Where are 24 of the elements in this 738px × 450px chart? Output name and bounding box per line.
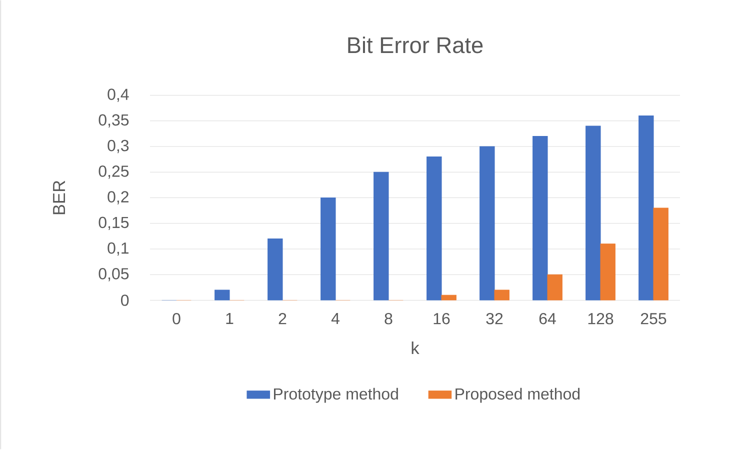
x-tick-label: 1 [226, 313, 234, 324]
x-tick-label: 64 [539, 313, 556, 325]
legend-label: Proposed method [456, 388, 580, 404]
y-tick-label: 0,15 [98, 217, 129, 230]
x-tick-label: 255 [640, 313, 666, 325]
y-tick-label: 0,25 [98, 166, 129, 179]
x-tick-label: 4 [331, 313, 340, 324]
legend-label: Prototype method [274, 388, 398, 404]
x-tick-label: 32 [486, 313, 503, 325]
y-tick-label: 0 [121, 294, 129, 306]
y-tick-label: 0,05 [98, 268, 129, 282]
x-tick-label: 128 [588, 313, 614, 325]
y-tick-label: 0,3 [108, 140, 129, 154]
y-axis-title: BER [53, 180, 65, 214]
x-tick-label: 8 [384, 313, 392, 325]
y-tick-label: 0,2 [108, 191, 128, 205]
x-axis-title: k [412, 342, 420, 354]
x-tick-label: 2 [278, 313, 286, 324]
y-tick-label: 0,4 [108, 88, 129, 102]
y-tick-label: 0,35 [98, 114, 129, 128]
y-tick-label: 0,1 [108, 242, 129, 256]
chart-title: Bit Error Rate [348, 36, 483, 54]
x-tick-label: 0 [172, 313, 180, 325]
x-tick-label: 16 [434, 313, 450, 325]
